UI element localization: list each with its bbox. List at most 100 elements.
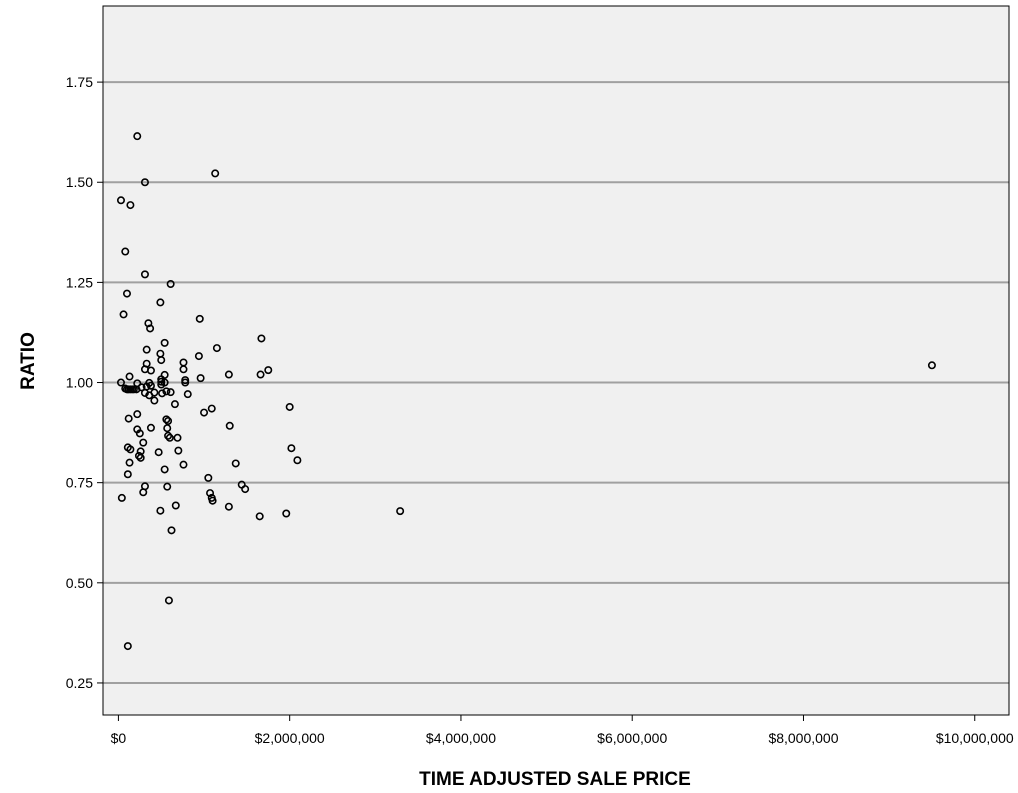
data-point: [212, 344, 221, 353]
data-point: [156, 506, 165, 515]
data-point: [129, 385, 138, 394]
y-tick-label: 1.50: [66, 174, 93, 190]
data-point: [179, 365, 188, 374]
data-point: [156, 298, 165, 307]
data-point: [121, 247, 130, 256]
data-point: [135, 429, 144, 438]
data-point: [123, 470, 132, 479]
data-point: [282, 509, 291, 518]
data-point: [125, 372, 134, 381]
x-tick-label: $4,000,000: [426, 730, 496, 746]
data-point: [154, 448, 163, 457]
data-point: [160, 338, 169, 347]
data-point: [200, 408, 209, 417]
data-point: [160, 465, 169, 474]
y-tick-label: 1.75: [66, 74, 93, 90]
data-point: [165, 433, 174, 442]
data-point: [164, 416, 173, 425]
data-point: [124, 414, 133, 423]
data-point: [145, 391, 154, 400]
x-axis: $0 $2,000,000 $4,000,000 $6,000,000 $8,000,0…: [111, 715, 1014, 746]
data-point: [164, 431, 173, 440]
data-point: [224, 502, 233, 511]
y-tick-label: 1.25: [66, 274, 93, 290]
data-point: [208, 496, 217, 505]
data-point: [139, 438, 148, 447]
data-point: [158, 389, 167, 398]
data-point: [225, 421, 234, 430]
data-point: [166, 388, 175, 397]
data-point: [126, 445, 135, 454]
data-point: [157, 356, 166, 365]
data-point: [179, 460, 188, 469]
data-point: [117, 493, 126, 502]
data-point: [181, 376, 190, 385]
data-point: [194, 352, 203, 361]
gridlines: [103, 81, 1009, 684]
data-point: [163, 482, 172, 491]
data-point: [146, 324, 155, 333]
data-point: [255, 512, 264, 521]
data-point: [170, 400, 179, 409]
data-point: [119, 310, 128, 319]
data-point: [125, 458, 134, 467]
data-point: [287, 444, 296, 453]
plot-frame: [102, 5, 1010, 716]
data-points: [116, 132, 936, 651]
x-tick-label: $8,000,000: [768, 730, 838, 746]
data-point: [133, 410, 142, 419]
y-tick-label: 0.25: [66, 675, 93, 691]
data-point: [136, 453, 145, 462]
data-point: [116, 378, 125, 387]
data-point: [171, 501, 180, 510]
data-point: [211, 169, 220, 178]
data-point: [927, 361, 936, 370]
y-axis-title: RATIO: [18, 332, 39, 390]
data-point: [396, 507, 405, 516]
data-point: [162, 387, 171, 396]
data-point: [146, 366, 155, 375]
data-point: [157, 380, 166, 389]
x-tick-label: $0: [111, 730, 127, 746]
y-axis: 0.25 0.50 0.75 1.00 1.25 1.50 1.75: [66, 74, 103, 691]
y-tick-label: 1.00: [66, 375, 93, 391]
data-point: [123, 642, 132, 651]
data-point: [204, 473, 213, 482]
data-point: [146, 381, 155, 390]
data-point: [139, 488, 148, 497]
data-point: [293, 456, 302, 465]
data-point: [181, 378, 190, 387]
data-point: [174, 446, 183, 455]
data-point: [241, 485, 250, 494]
plot-area: [103, 6, 1009, 715]
data-point: [207, 404, 216, 413]
data-point: [206, 489, 215, 498]
x-axis-title: TIME ADJUSTED SALE PRICE: [419, 769, 691, 790]
data-point: [133, 132, 142, 141]
data-point: [166, 279, 175, 288]
data-point: [173, 433, 182, 442]
x-tick-label: $10,000,000: [936, 730, 1014, 746]
y-tick-label: 0.50: [66, 575, 93, 591]
data-point: [157, 377, 166, 386]
data-point: [195, 314, 204, 323]
data-point: [150, 396, 159, 405]
data-point: [140, 270, 149, 279]
data-point: [264, 366, 273, 375]
data-point: [162, 415, 171, 424]
x-tick-label: $2,000,000: [255, 730, 325, 746]
y-tick-label: 0.75: [66, 475, 93, 491]
data-point: [122, 289, 131, 298]
data-point: [146, 423, 155, 432]
data-point: [257, 334, 266, 343]
data-point: [142, 345, 151, 354]
data-point: [167, 526, 176, 535]
data-point: [163, 424, 172, 433]
data-point: [132, 385, 141, 394]
data-point: [126, 201, 135, 210]
data-point: [183, 390, 192, 399]
data-point: [164, 596, 173, 605]
data-point: [196, 374, 205, 383]
data-point: [285, 402, 294, 411]
